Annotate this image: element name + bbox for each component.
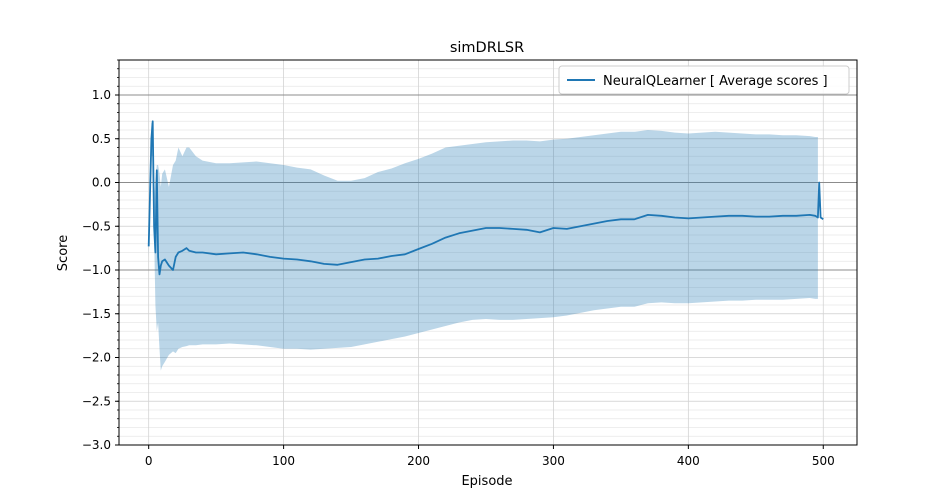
y-tick-label: −2.5 xyxy=(82,394,111,408)
y-tick-label: 1.0 xyxy=(92,88,111,102)
line-layer xyxy=(147,120,824,276)
y-tick-label: −1.0 xyxy=(82,263,111,277)
legend: NeuralQLearner [ Average scores ] xyxy=(558,65,850,95)
x-axis-label: Episode xyxy=(461,474,512,489)
series-std-band-0 xyxy=(148,123,818,371)
y-tick-label: 0.5 xyxy=(92,132,111,146)
legend-label-0: NeuralQLearner [ Average scores ] xyxy=(603,74,828,89)
x-tick-label: 400 xyxy=(677,454,700,468)
y-tick-label: −1.5 xyxy=(82,307,111,321)
x-tick-label: 300 xyxy=(542,454,565,468)
x-tick-label: 200 xyxy=(407,454,430,468)
series-line-0 xyxy=(147,120,824,276)
x-tick-label: 0 xyxy=(145,454,153,468)
y-tick-label: −2.0 xyxy=(82,351,111,365)
band-layer xyxy=(148,123,818,371)
legend-box xyxy=(558,65,850,95)
y-tick-label: −3.0 xyxy=(82,438,111,452)
y-tick-label: 0.0 xyxy=(92,176,111,190)
x-tick-label: 100 xyxy=(272,454,295,468)
chart-title: simDRLSR xyxy=(450,40,524,56)
y-tick-label: −0.5 xyxy=(82,219,111,233)
x-tick-label: 500 xyxy=(812,454,835,468)
axes-layer: 0 100 200 300 400 500 1.0 0.5 0.0 −0.5 −1.0 −1.5 −2.… xyxy=(82,59,858,468)
y-axis-label: Score xyxy=(56,235,71,271)
